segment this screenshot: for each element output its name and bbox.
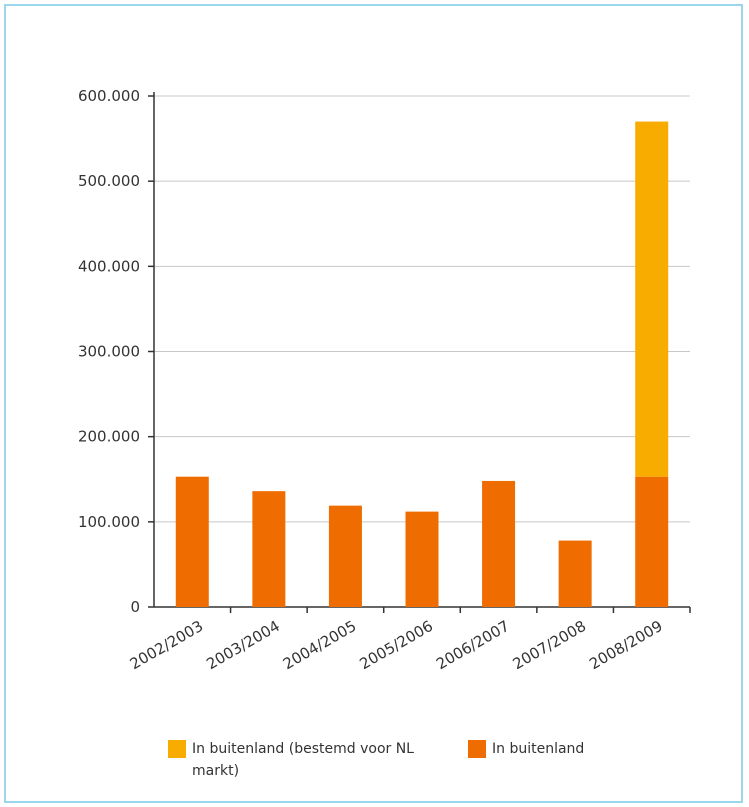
- bar-buitenland-0: [175, 476, 209, 607]
- y-tick-label: 300.000: [78, 343, 140, 361]
- chart-frame: [4, 4, 743, 803]
- bar-buitenland-2: [328, 505, 362, 607]
- bar-buitenland-1: [252, 491, 286, 607]
- legend-swatch-bestemd: [168, 740, 186, 758]
- bar-buitenland-4: [482, 480, 516, 607]
- y-tick-label: 400.000: [78, 257, 140, 275]
- x-tick-label: 2006/2007: [433, 617, 512, 673]
- x-tick-label: 2004/2005: [280, 617, 359, 673]
- legend-item-bestemd: In buitenland (bestemd voor NL markt): [168, 738, 428, 782]
- x-tick-label: 2002/2003: [127, 617, 206, 673]
- legend-label-bestemd: In buitenland (bestemd voor NL markt): [192, 741, 414, 779]
- x-tick-label: 2003/2004: [203, 617, 282, 673]
- bar-buitenland-5: [558, 540, 592, 607]
- y-tick-label: 200.000: [78, 428, 140, 446]
- x-tick-label: 2005/2006: [357, 617, 436, 673]
- y-tick-label: 0: [130, 598, 140, 616]
- legend-label-buitenland: In buitenland: [492, 741, 585, 757]
- bar-buitenland-3: [405, 511, 439, 607]
- y-tick-label: 500.000: [78, 172, 140, 190]
- legend-item-buitenland: In buitenland: [468, 738, 668, 760]
- bar-bestemd-6: [635, 121, 669, 477]
- bar-buitenland-6: [635, 476, 669, 607]
- y-tick-label: 100.000: [78, 513, 140, 531]
- x-tick-label: 2007/2008: [510, 617, 589, 673]
- y-tick-label: 600.000: [78, 87, 140, 105]
- x-tick-label: 2008/2009: [586, 617, 665, 673]
- legend-swatch-buitenland: [468, 740, 486, 758]
